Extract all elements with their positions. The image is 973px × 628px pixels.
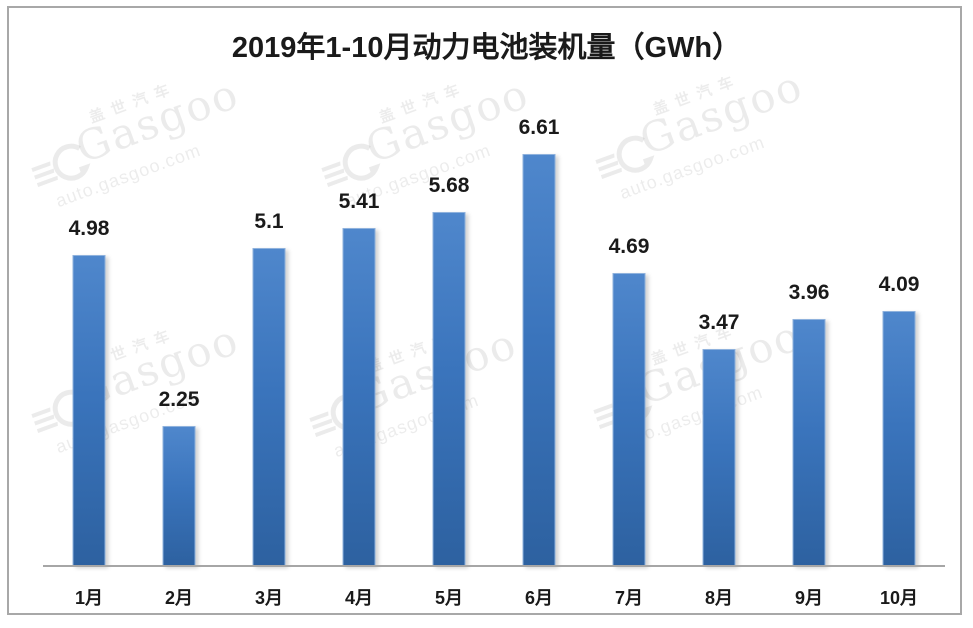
x-axis-label: 3月 xyxy=(254,588,283,608)
bar-value-label: 6.61 xyxy=(518,116,560,139)
x-axis-label: 6月 xyxy=(524,588,553,608)
x-axis-label: 10月 xyxy=(879,588,919,608)
bar xyxy=(252,248,286,566)
x-axis-label: 7月 xyxy=(614,588,643,608)
x-axis-label: 8月 xyxy=(704,588,733,608)
x-axis-label: 5月 xyxy=(434,588,463,608)
bar-group: 5.1 3月 xyxy=(224,0,314,628)
bar xyxy=(432,212,466,566)
bar-group: 4.69 7月 xyxy=(584,0,674,628)
x-axis-label: 1月 xyxy=(74,588,103,608)
bar-value-label: 2.25 xyxy=(158,388,200,411)
x-axis-label: 4月 xyxy=(344,588,373,608)
bar xyxy=(792,319,826,566)
bar xyxy=(162,426,196,566)
bar xyxy=(522,154,556,566)
bar-value-label: 4.69 xyxy=(608,235,650,258)
bar-group: 2.25 2月 xyxy=(134,0,224,628)
bar-value-label: 4.09 xyxy=(878,273,920,296)
bar-group: 4.09 10月 xyxy=(854,0,944,628)
bar-group: 5.41 4月 xyxy=(314,0,404,628)
bar-group: 6.61 6月 xyxy=(494,0,584,628)
x-axis-label: 2月 xyxy=(164,588,193,608)
bar-value-label: 5.1 xyxy=(254,210,284,233)
bar-value-label: 3.47 xyxy=(698,311,740,334)
bar-group: 5.68 5月 xyxy=(404,0,494,628)
bar-value-label: 4.98 xyxy=(68,217,110,240)
bar xyxy=(72,255,106,566)
bar-group: 3.96 9月 xyxy=(764,0,854,628)
bar xyxy=(612,273,646,566)
bar-value-label: 3.96 xyxy=(788,281,830,304)
x-axis-line xyxy=(43,565,945,567)
x-axis-label: 9月 xyxy=(794,588,823,608)
bar-value-label: 5.68 xyxy=(428,174,470,197)
chart-title: 2019年1-10月动力电池装机量（GWh） xyxy=(231,32,742,64)
bar xyxy=(342,228,376,566)
bar-value-label: 5.41 xyxy=(338,190,380,213)
bar xyxy=(702,349,736,566)
bar-group: 3.47 8月 xyxy=(674,0,764,628)
bar xyxy=(882,311,916,566)
bar-group: 4.98 1月 xyxy=(44,0,134,628)
